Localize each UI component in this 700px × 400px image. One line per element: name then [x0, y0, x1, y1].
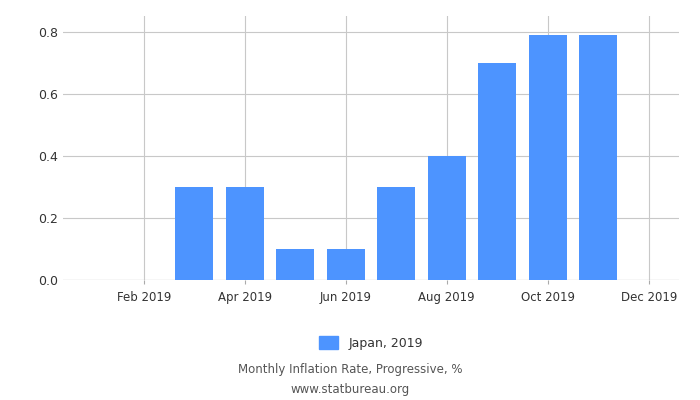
Bar — [276, 249, 314, 280]
Text: www.statbureau.org: www.statbureau.org — [290, 384, 410, 396]
Bar — [327, 249, 365, 280]
Bar — [226, 187, 264, 280]
Bar — [528, 35, 567, 280]
Bar — [175, 187, 214, 280]
Bar — [428, 156, 466, 280]
Bar — [580, 35, 617, 280]
Legend: Japan, 2019: Japan, 2019 — [314, 331, 428, 355]
Bar — [478, 62, 516, 280]
Text: Monthly Inflation Rate, Progressive, %: Monthly Inflation Rate, Progressive, % — [238, 364, 462, 376]
Bar — [377, 187, 415, 280]
